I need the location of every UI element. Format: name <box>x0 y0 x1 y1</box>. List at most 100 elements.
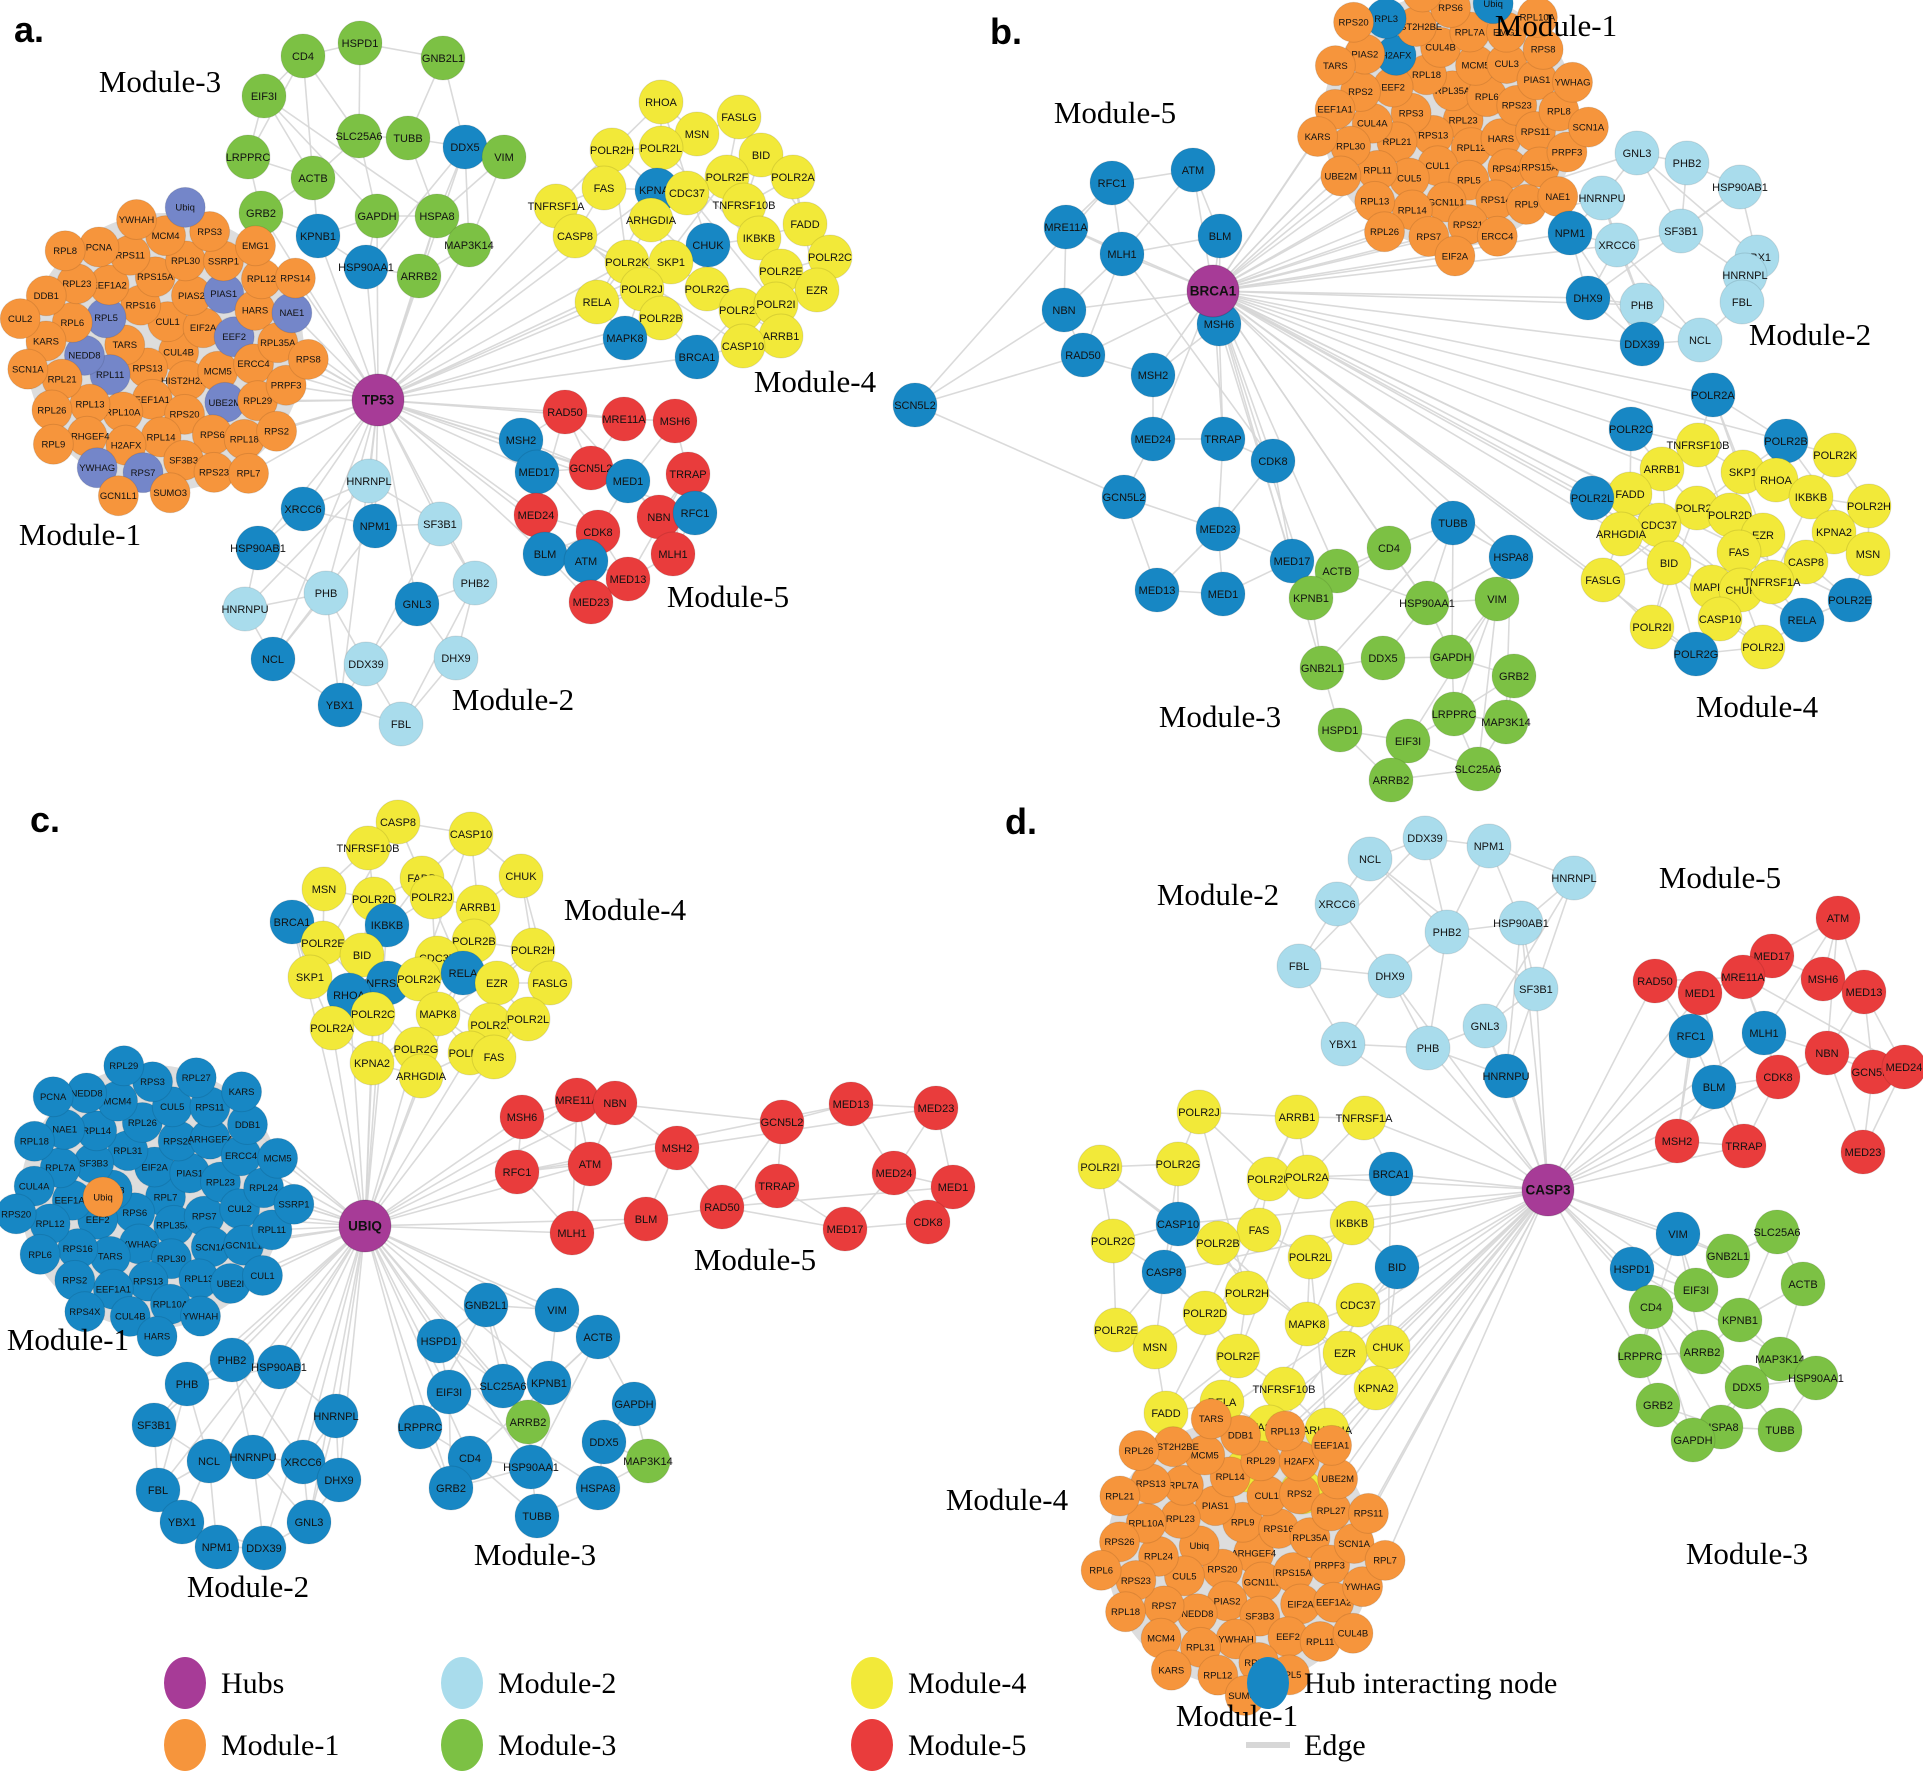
node-a-RPS23[interactable]: RPS23 <box>193 451 235 493</box>
node-c-MRE11A[interactable]: MRE11A <box>554 1077 600 1123</box>
node-a-RPS8[interactable]: RPS8 <box>287 338 329 380</box>
node-c-GNL3[interactable]: GNL3 <box>286 1499 332 1545</box>
node-a-RPL8[interactable]: RPL8 <box>44 230 86 272</box>
node-b-MSN[interactable]: MSN <box>1845 531 1891 577</box>
node-b-CASP8[interactable]: CASP8 <box>1783 539 1829 585</box>
node-b-NCL[interactable]: NCL <box>1677 317 1723 363</box>
node-d-DDX5[interactable]: DDX5 <box>1724 1364 1770 1410</box>
node-a-POLR2H[interactable]: POLR2H <box>589 127 635 173</box>
node-a-CUL2[interactable]: CUL2 <box>0 298 41 340</box>
node-c-HSP90AB1[interactable]: HSP90AB1 <box>251 1344 307 1390</box>
node-d-HSP90AA1[interactable]: HSP90AA1 <box>1788 1355 1844 1401</box>
node-b-KPNA2[interactable]: KPNA2 <box>1811 509 1857 555</box>
node-b-RELA[interactable]: RELA <box>1779 597 1825 643</box>
node-c-EIF3I[interactable]: EIF3I <box>426 1369 472 1415</box>
node-b-MED24[interactable]: MED24 <box>1130 416 1176 462</box>
node-d-MAPK8[interactable]: MAPK8 <box>1284 1301 1330 1347</box>
node-c-HSP90AA1[interactable]: HSP90AA1 <box>503 1444 559 1490</box>
node-a-IKBKB[interactable]: IKBKB <box>736 215 782 261</box>
node-d-POLR2J[interactable]: POLR2J <box>1176 1089 1222 1135</box>
node-b-BLM[interactable]: BLM <box>1197 213 1243 259</box>
node-c-POLR2E[interactable]: POLR2E <box>300 920 346 966</box>
node-a-MED17[interactable]: MED17 <box>514 449 560 495</box>
node-d-BID[interactable]: BID <box>1374 1244 1420 1290</box>
node-b-POLR2D[interactable]: POLR2D <box>1707 492 1753 538</box>
node-a-MED13[interactable]: MED13 <box>605 556 651 602</box>
node-c-RPL6[interactable]: RPL6 <box>19 1233 61 1275</box>
node-d-DDB1[interactable]: DDB1 <box>1220 1414 1262 1456</box>
node-d-RPS26[interactable]: RPS26 <box>1099 1521 1141 1563</box>
node-d-SF3B1[interactable]: SF3B1 <box>1513 966 1559 1012</box>
node-a-POLR2G[interactable]: POLR2G <box>684 266 730 312</box>
node-d-POLR2H[interactable]: POLR2H <box>1224 1270 1270 1316</box>
node-b-CDK8[interactable]: CDK8 <box>1250 438 1296 484</box>
node-d-HIST2H2BE[interactable]: HIST2H2BE <box>1147 1426 1199 1468</box>
node-d-FAS[interactable]: FAS <box>1236 1207 1282 1253</box>
node-d-IKBKB[interactable]: IKBKB <box>1329 1200 1375 1246</box>
node-d-RPL6[interactable]: RPL6 <box>1080 1549 1122 1591</box>
node-a-HSPA8[interactable]: HSPA8 <box>414 193 460 239</box>
node-c-MED17[interactable]: MED17 <box>822 1206 868 1252</box>
node-c-TRRAP[interactable]: TRRAP <box>754 1163 800 1209</box>
node-d-CASP8[interactable]: CASP8 <box>1141 1249 1187 1295</box>
node-d-GNL3[interactable]: GNL3 <box>1462 1003 1508 1049</box>
node-d-RAD50[interactable]: RAD50 <box>1632 958 1678 1004</box>
node-a-PHB[interactable]: PHB <box>303 570 349 616</box>
node-c-HARS[interactable]: HARS <box>136 1315 178 1357</box>
node-c-MED13[interactable]: MED13 <box>828 1081 874 1127</box>
node-c-TUBB[interactable]: TUBB <box>514 1493 560 1539</box>
node-b-GNL3[interactable]: GNL3 <box>1614 130 1660 176</box>
node-c-IKBKB[interactable]: IKBKB <box>364 902 410 948</box>
node-a-EZR[interactable]: EZR <box>794 267 840 313</box>
node-d-HNRNPU[interactable]: HNRNPU <box>1482 1053 1530 1099</box>
node-a-NCL[interactable]: NCL <box>250 636 296 682</box>
node-c-KPNA2[interactable]: KPNA2 <box>349 1040 395 1086</box>
node-b-HSPD1[interactable]: HSPD1 <box>1317 707 1363 753</box>
node-a-HSP90AB1[interactable]: HSP90AB1 <box>230 525 286 571</box>
node-d-RFC1[interactable]: RFC1 <box>1668 1013 1714 1059</box>
node-b-MED17[interactable]: MED17 <box>1269 538 1315 584</box>
node-b-RPL9[interactable]: RPL9 <box>1506 183 1548 225</box>
node-c-CASP8[interactable]: CASP8 <box>375 799 421 845</box>
node-b-RPS20[interactable]: RPS20 <box>1333 1 1375 43</box>
node-c-YWHAH[interactable]: YWHAH <box>180 1295 222 1337</box>
node-a-EMG1[interactable]: EMG1 <box>234 225 276 267</box>
node-a-PHB2[interactable]: PHB2 <box>452 560 498 606</box>
node-d-MSH2[interactable]: MSH2 <box>1654 1118 1700 1164</box>
node-b-DDX39[interactable]: DDX39 <box>1619 321 1665 367</box>
node-c-FASLG[interactable]: FASLG <box>527 960 573 1006</box>
node-b-POLR2C[interactable]: POLR2C <box>1608 406 1654 452</box>
node-c-CASP10[interactable]: CASP10 <box>448 811 494 857</box>
node-b-EIF2A[interactable]: EIF2A <box>1434 235 1476 277</box>
node-a-NPM1[interactable]: NPM1 <box>352 503 398 549</box>
node-a-KPNB1[interactable]: KPNB1 <box>295 213 341 259</box>
node-a-MRE11A[interactable]: MRE11A <box>601 396 647 442</box>
node-b-SCN5L2[interactable]: SCN5L2 <box>892 382 938 428</box>
node-c-MSN[interactable]: MSN <box>301 866 347 912</box>
node-b-FASLG[interactable]: FASLG <box>1580 557 1626 603</box>
node-c-MCM5[interactable]: MCM5 <box>257 1137 299 1179</box>
node-c-MAPK8[interactable]: MAPK8 <box>415 991 461 1037</box>
node-a-LRPPRC[interactable]: LRPPRC <box>225 134 271 180</box>
node-d-KARS[interactable]: KARS <box>1150 1649 1192 1691</box>
node-d-ARRB2[interactable]: ARRB2 <box>1679 1329 1725 1375</box>
node-b-HSPA8[interactable]: HSPA8 <box>1488 534 1534 580</box>
node-b-Ubiq[interactable]: Ubiq <box>1472 0 1514 25</box>
node-d-MED23[interactable]: MED23 <box>1840 1129 1886 1175</box>
node-b-RAD50[interactable]: RAD50 <box>1060 332 1106 378</box>
node-d-RPL21[interactable]: RPL21 <box>1099 1475 1141 1517</box>
node-a-BRCA1[interactable]: BRCA1 <box>674 334 720 380</box>
node-d-MLH1[interactable]: MLH1 <box>1741 1010 1787 1056</box>
node-d-POLR2B[interactable]: POLR2B <box>1195 1220 1241 1266</box>
node-b-DDX5[interactable]: DDX5 <box>1360 635 1406 681</box>
node-c-CHUK[interactable]: CHUK <box>498 853 544 899</box>
node-c-SKP1[interactable]: SKP1 <box>287 954 333 1000</box>
node-c-POLR2L[interactable]: POLR2L <box>505 996 551 1042</box>
node-a-GCN5L2[interactable]: GCN5L2 <box>568 445 614 491</box>
node-d-POLR2L[interactable]: POLR2L <box>1287 1234 1333 1280</box>
node-b-GRB2[interactable]: GRB2 <box>1491 653 1537 699</box>
node-c-POLR2J[interactable]: POLR2J <box>409 874 455 920</box>
node-a-VIM[interactable]: VIM <box>481 134 527 180</box>
node-b-ARRB2[interactable]: ARRB2 <box>1368 757 1414 803</box>
node-b-ARRB1[interactable]: ARRB1 <box>1639 446 1685 492</box>
